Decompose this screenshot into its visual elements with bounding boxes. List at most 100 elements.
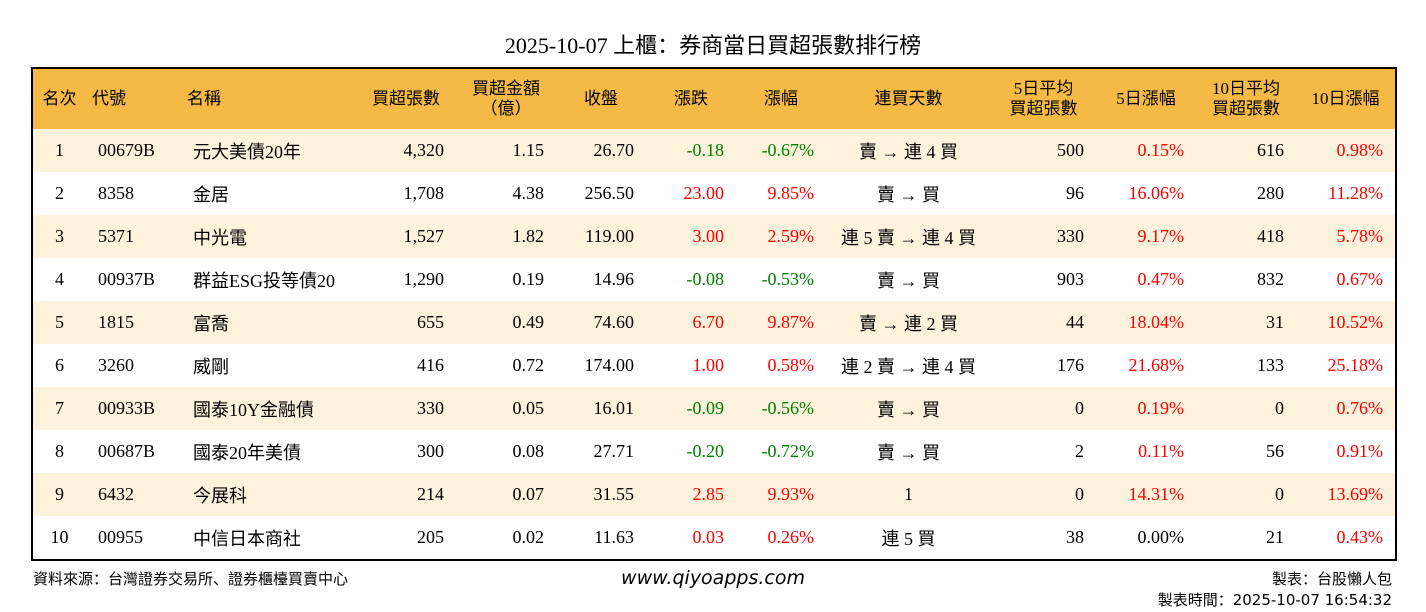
table-cell: 0.00%	[1137, 527, 1185, 547]
table-cell: 11.28%	[1328, 183, 1383, 203]
table-cell: 903	[1057, 269, 1084, 289]
header-row: 名次 代號 名稱 買超張數 買超金額 （億） 收盤 漲跌 漲幅 連買天數 5日平均 買超張數 5日漲…	[32, 68, 1396, 129]
table-cell: 3	[32, 215, 86, 258]
table-cell: 205	[417, 527, 444, 547]
table-cell: 0.72	[512, 355, 545, 375]
header-cell: 連買天數	[826, 68, 991, 129]
table-cell: 38	[1066, 527, 1084, 547]
table-cell: 418	[1196, 215, 1296, 258]
table-cell: 0	[1196, 473, 1296, 516]
table-cell: 832	[1257, 269, 1284, 289]
table-cell: 96	[1066, 183, 1084, 203]
table-cell: 0.67%	[1336, 269, 1384, 289]
table-cell: 14.31%	[1096, 473, 1196, 516]
header-cell: 10日平均 買超張數	[1196, 68, 1296, 129]
table-cell: -0.56%	[736, 387, 826, 430]
table-cell: 0.02	[512, 527, 545, 547]
table-cell: 1815	[86, 301, 181, 344]
table-cell: 元大美債20年	[181, 129, 356, 172]
table-cell: 6.70	[646, 301, 736, 344]
table-cell: 連 5 賣 → 連 4 買	[826, 215, 991, 258]
table-row: 2 8358 金居 1,708 4.38 256.50 23.00 9.85% 賣 → 買 96 1…	[32, 172, 1396, 215]
table-cell: 00933B	[86, 387, 181, 430]
header-cell: 買超金額 （億）	[456, 68, 556, 129]
table-cell: 280	[1257, 183, 1284, 203]
table-cell: 2	[1075, 441, 1084, 461]
table-cell: 416	[417, 355, 444, 375]
table-cell: 330	[991, 215, 1096, 258]
table-cell: 0.15%	[1096, 129, 1196, 172]
table-cell: 0	[991, 387, 1096, 430]
header-cell: 買超張數	[356, 68, 456, 129]
table-cell: 今展科	[181, 473, 356, 516]
table-cell: -0.72%	[761, 441, 815, 461]
table-row: 3 5371 中光電 1,527 1.82 119.00 3.00 2.59% 連 5 賣 → …	[32, 215, 1396, 258]
table-cell: 1,708	[403, 183, 445, 203]
table-cell: 18.04%	[1096, 301, 1196, 344]
maker: 製表：台股懶人包	[1271, 572, 1392, 588]
table-cell: 31	[1196, 301, 1296, 344]
table-cell: 4	[55, 269, 64, 289]
table-cell: 2	[55, 183, 64, 203]
table-cell: 國泰20年美債	[193, 442, 301, 463]
table-row: 8 00687B 國泰20年美債 300 0.08 27.71 -0.20 -0.72% 賣 →…	[32, 430, 1396, 473]
table-cell: 2.85	[646, 473, 736, 516]
table-cell: 9.85%	[767, 183, 815, 203]
table-row: 6 3260 威剛 416 0.72 174.00 1.00 0.58% 連 2 賣 → 連 4…	[32, 344, 1396, 387]
table-cell: 0	[991, 473, 1096, 516]
table-cell: 26.70	[556, 129, 646, 172]
table-cell: 8358	[98, 183, 134, 203]
header-cell: 收盤	[556, 68, 646, 129]
table-cell: 9.93%	[736, 473, 826, 516]
source: 資料來源：台灣證券交易所、證券櫃檯買賣中心	[33, 572, 349, 588]
table-body: 1 00679B 元大美債20年 4,320 1.15 26.70 -0.18 -0.67% 賣…	[32, 129, 1396, 560]
table-cell: 0.91%	[1336, 441, 1384, 461]
table-cell: 133	[1257, 355, 1284, 375]
header-cell: 5日平均 買超張數	[991, 68, 1096, 129]
table-cell: 500	[991, 129, 1096, 172]
table-cell: 1	[826, 473, 991, 516]
table-cell: 群益ESG投等債20	[193, 270, 336, 291]
table-cell: 10.52%	[1296, 301, 1396, 344]
table-row: 10 00955 中信日本商社 205 0.02 11.63 0.03 0.26% 連 5 買 3…	[32, 516, 1396, 560]
header-cell: 5日漲幅	[1096, 68, 1196, 129]
table-cell: 4,320	[356, 129, 456, 172]
table-cell: 1.82	[456, 215, 556, 258]
table-cell: 賣 → 買	[826, 387, 991, 430]
table-cell: 8	[55, 441, 64, 461]
table-cell: 3260	[98, 355, 134, 375]
website: www.qiyoapps.com	[621, 567, 805, 589]
table-cell: 0.19%	[1096, 387, 1196, 430]
table-cell: 1.15	[456, 129, 556, 172]
table-cell: 金居	[193, 184, 229, 205]
table-cell: 21	[1266, 527, 1284, 547]
table-cell: 中光電	[181, 215, 356, 258]
table-cell: -0.67%	[736, 129, 826, 172]
table-cell: 0.98%	[1296, 129, 1396, 172]
table-cell: 74.60	[556, 301, 646, 344]
table-cell: 25.18%	[1327, 355, 1384, 375]
title: 2025-10-07 上櫃：券商當日買超張數排行榜	[504, 33, 922, 58]
table-cell: 6432	[86, 473, 181, 516]
table-cell: 賣 → 買	[877, 442, 940, 463]
table-cell: 119.00	[556, 215, 646, 258]
table-cell: 賣 → 買	[877, 270, 940, 291]
header-cell: 漲跌	[646, 68, 736, 129]
table-cell: 9.87%	[736, 301, 826, 344]
table-cell: 0.11%	[1138, 441, 1184, 461]
table-cell: 3.00	[646, 215, 736, 258]
table-row: 5 1815 富喬 655 0.49 74.60 6.70 9.87% 賣 → 連 2 買 44 1…	[32, 301, 1396, 344]
table-row: 1 00679B 元大美債20年 4,320 1.15 26.70 -0.18 -0.67% 賣…	[32, 129, 1396, 172]
table-cell: 31.55	[556, 473, 646, 516]
table-cell: 賣 → 連 2 買	[826, 301, 991, 344]
table-cell: -0.20	[686, 441, 725, 461]
table-cell: 連 5 買	[881, 528, 936, 549]
table-cell: 174.00	[584, 355, 635, 375]
table-cell: 5371	[86, 215, 181, 258]
table-cell: 1,527	[356, 215, 456, 258]
table-cell: 富喬	[181, 301, 356, 344]
table-cell: 300	[417, 441, 444, 461]
table-row: 4 00937B 群益ESG投等債20 1,290 0.19 14.96 -0.08 -0.5…	[32, 258, 1396, 301]
header-cell: 代號	[86, 68, 181, 129]
table-cell: 655	[356, 301, 456, 344]
